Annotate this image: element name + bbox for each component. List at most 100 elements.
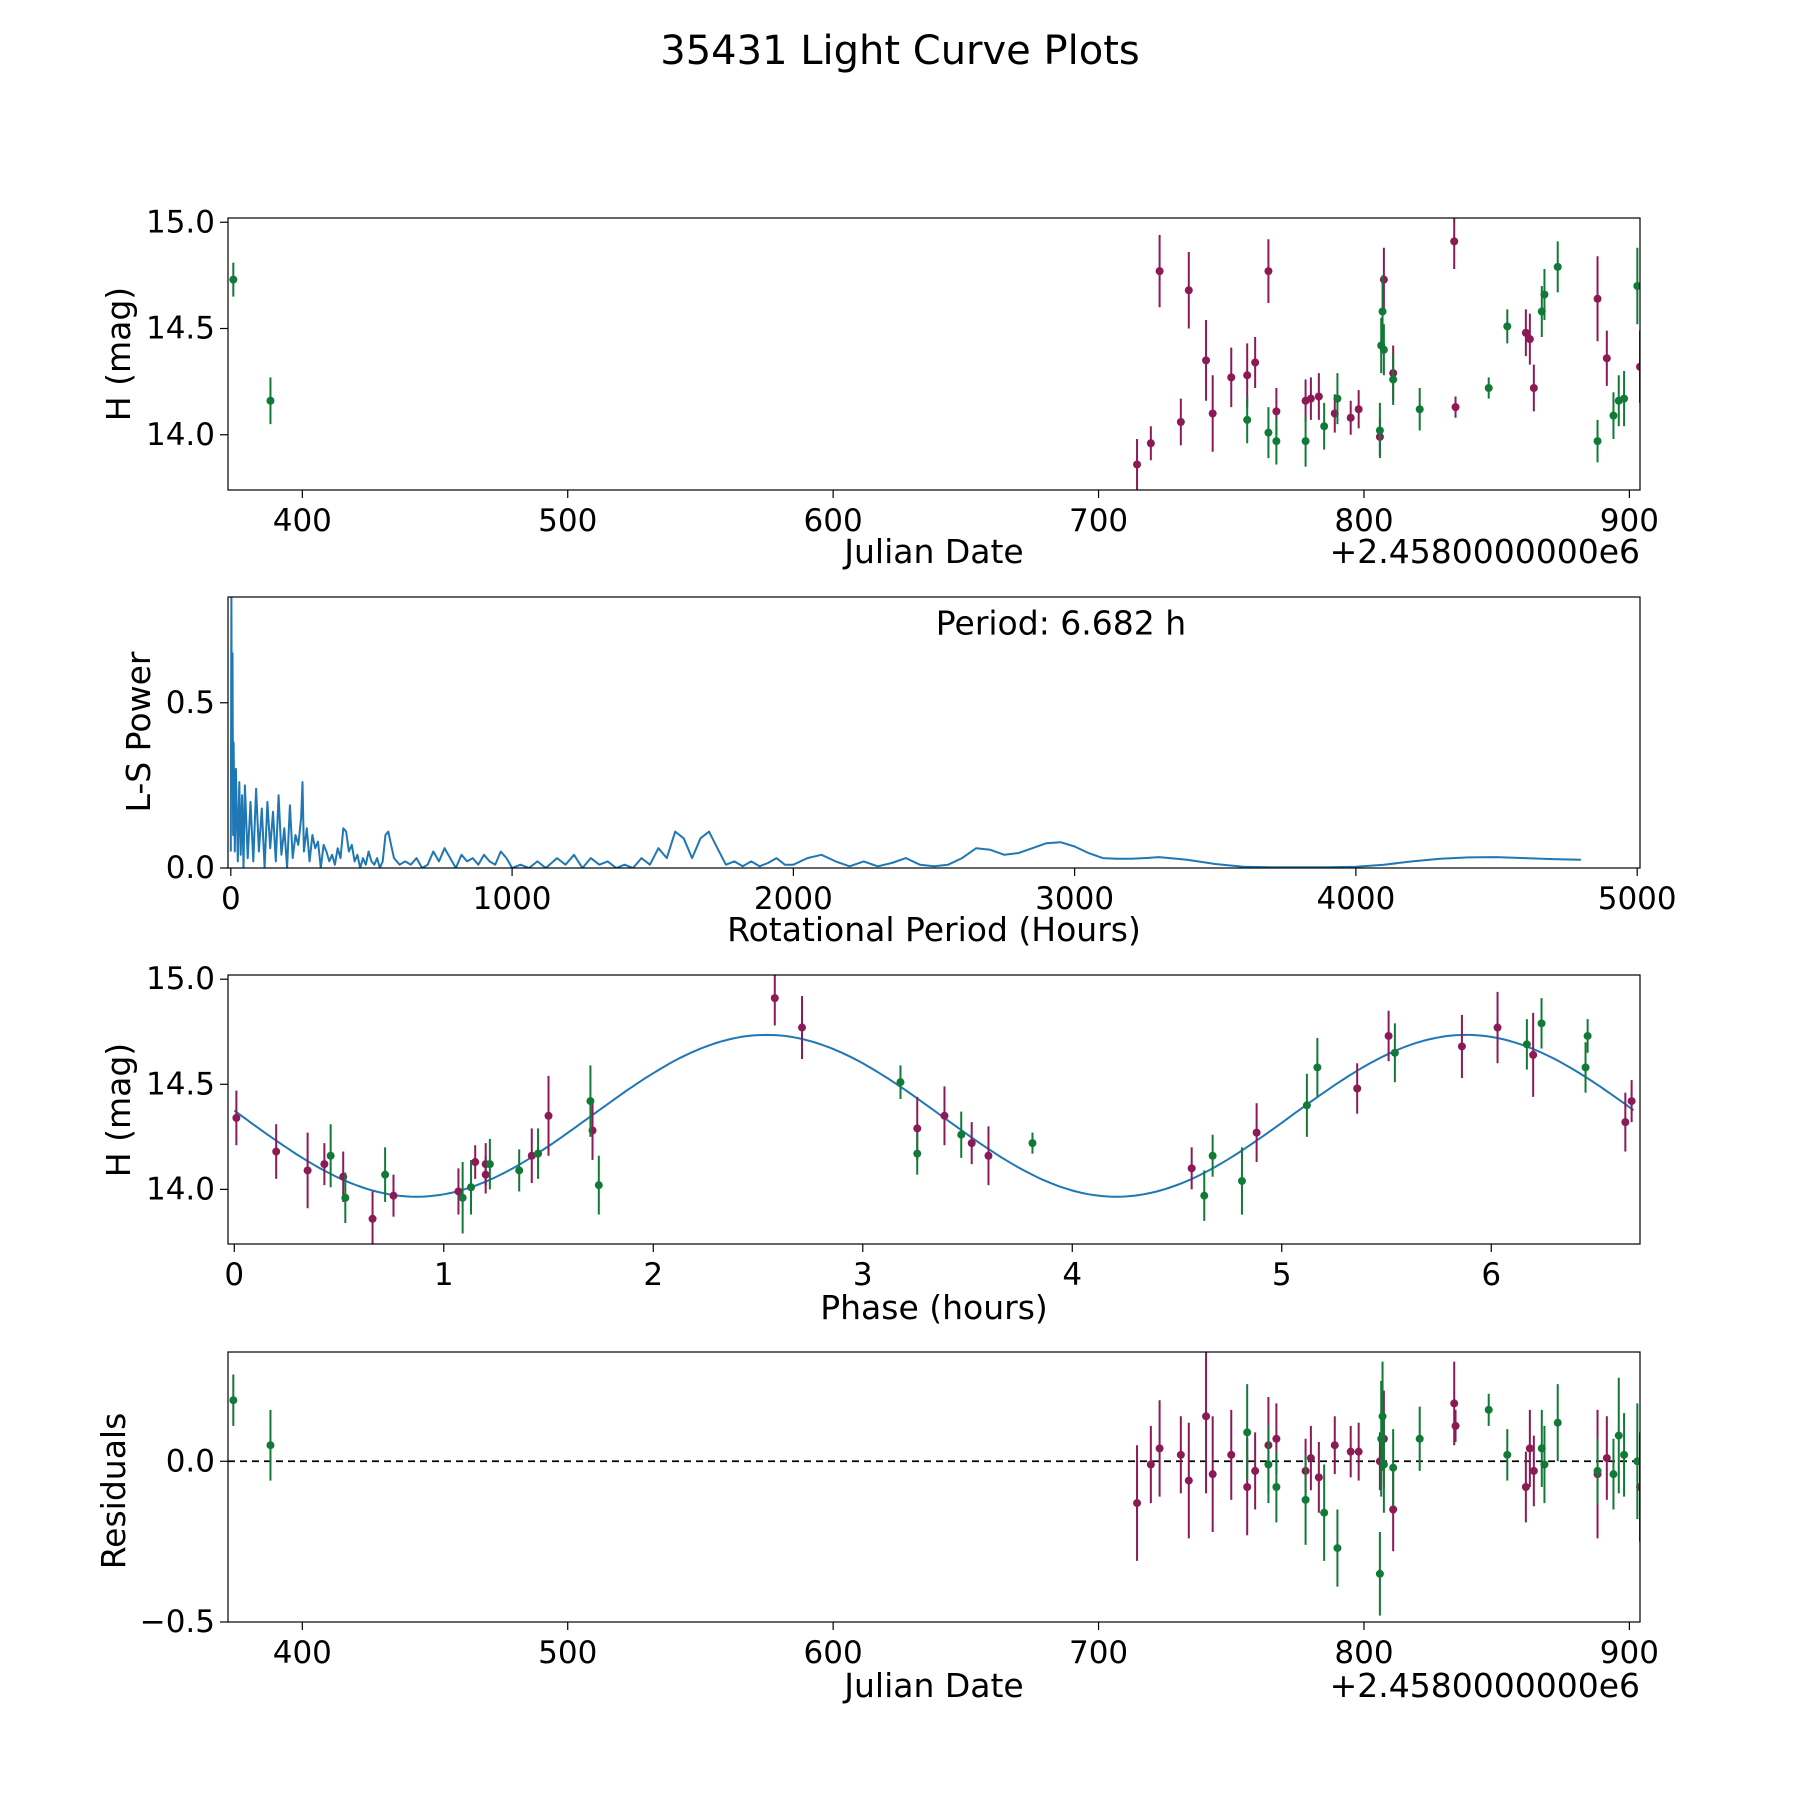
lightcurve-data-point [1540,290,1549,299]
phased-data-point [467,1183,476,1192]
lightcurve-data-point [1525,335,1534,344]
lightcurve-data-point [1306,394,1315,403]
lightcurve-data-point [1521,328,1530,337]
lightcurve-data-point [1346,413,1355,422]
periodogram-xtick-label: 0 [221,881,241,917]
phased-xtick-label: 3 [853,1257,873,1293]
lightcurve-data-point [1529,384,1538,392]
residuals-data-point [1614,1431,1623,1440]
periodogram-xtick-label: 3000 [1035,881,1114,917]
lightcurve-data-point [1176,418,1185,426]
lightcurve-xtick-label: 900 [1600,503,1659,539]
lightcurve-data-point [1633,282,1640,290]
phased-data-point [1390,1048,1399,1057]
lightcurve-data-point [1227,373,1236,382]
phased-ytick-label: 14.5 [146,1066,215,1102]
phased-xtick-label: 5 [1272,1257,1292,1293]
lightcurve-data-point [1553,262,1562,271]
lightcurve-data-point [1620,394,1629,403]
residuals-offset-label: +2.4580000000e6 [1330,1666,1640,1705]
lightcurve-xtick-label: 600 [804,503,863,539]
residuals-data-point [1346,1447,1355,1456]
lightcurve-data-point [1251,358,1260,367]
lightcurve-xtick-label: 400 [273,503,332,539]
lightcurve-marks [229,218,1640,490]
phased-data-point [1384,1031,1393,1040]
phased-data-point [389,1191,398,1200]
phased-xtick-label: 6 [1481,1257,1501,1293]
periodogram-line [229,597,1581,868]
phased-data-point [896,1078,905,1087]
lightcurve-data-point [1636,362,1640,371]
residuals-data-point [1375,1569,1384,1578]
residuals-plot-area [228,1352,1640,1616]
phased-data-point [341,1193,350,1202]
residuals-xtick-label: 700 [1069,1635,1128,1671]
phased-data-point [485,1160,494,1169]
lightcurve-data-point [1593,437,1602,446]
lightcurve-data-point [1243,415,1252,424]
residuals-data-point [1450,1399,1459,1408]
residuals-data-point [1633,1457,1640,1466]
lightcurve-data-point [1314,392,1323,401]
lightcurve-data-point [1609,411,1618,420]
phased-data-point [471,1158,480,1167]
phased-data-point [320,1160,329,1169]
residuals-data-point [1529,1466,1538,1475]
residuals-data-point [229,1396,238,1405]
lightcurve-data-point [1389,375,1398,384]
lightcurve-xlabel: Julian Date [842,532,1024,571]
lightcurve-data-point [229,275,238,284]
lightcurve-xtick-label: 700 [1069,503,1128,539]
periodogram-plot-area [229,597,1581,868]
lightcurve-ytick-label: 15.0 [146,204,215,240]
phased-data-point [1208,1151,1217,1160]
residuals-data-point [1184,1476,1193,1485]
phased-xtick-label: 2 [643,1257,663,1293]
lightcurve-data-point [1450,237,1459,246]
lightcurve-data-point [1602,354,1611,363]
phased-data-point [1529,1050,1538,1059]
residuals-data-point [1609,1470,1618,1479]
lightcurve-data-point [1272,407,1281,416]
residuals-data-point [1378,1412,1387,1421]
phased-axes-frame [227,974,1641,1245]
phased-data-point [534,1149,543,1158]
periodogram-annotation: Period: 6.682 h [936,604,1186,643]
phased-data-point [515,1166,524,1175]
residuals-data-point [1227,1450,1236,1459]
lightcurve-axes-frame [227,217,1641,491]
lightcurve-xtick-label: 500 [538,503,597,539]
phased-data-point [454,1187,463,1196]
phased-xlabel: Phase (hours) [820,1288,1048,1327]
phased-xtick-label: 1 [434,1257,454,1293]
residuals-data-point [1389,1463,1398,1472]
periodogram-xtick-label: 1000 [473,881,552,917]
residuals-data-point [1202,1412,1211,1421]
phased-data-point [1537,1019,1546,1028]
residuals-data-point [1208,1470,1217,1479]
phased-data-point [1302,1101,1311,1110]
phased-data-point [1237,1176,1246,1185]
phased-series-green [326,998,1592,1234]
lightcurve-data-point [266,396,275,405]
residuals-ytick-label: 0.0 [166,1443,215,1479]
phased-data-point [913,1149,922,1158]
residuals-xtick-label: 900 [1600,1635,1659,1671]
phased-marks [232,975,1636,1244]
phased-plot-area [232,975,1636,1244]
lightcurve-data-point [1484,384,1493,392]
periodogram-ylabel: L-S Power [119,651,158,812]
residuals-data-point [1525,1444,1534,1453]
residuals-data-point [1301,1495,1310,1504]
phased-data-point [1313,1063,1322,1072]
lightcurve-data-point [1202,356,1211,365]
phased-xtick-label: 0 [224,1257,244,1293]
residuals-ylabel: Residuals [94,1413,133,1570]
residuals-data-point [1484,1405,1493,1414]
lightcurve-xtick-label: 800 [1334,503,1393,539]
lightcurve-data-point [1593,294,1602,303]
lightcurve-data-point [1415,405,1424,414]
residuals-data-point [1620,1450,1629,1459]
